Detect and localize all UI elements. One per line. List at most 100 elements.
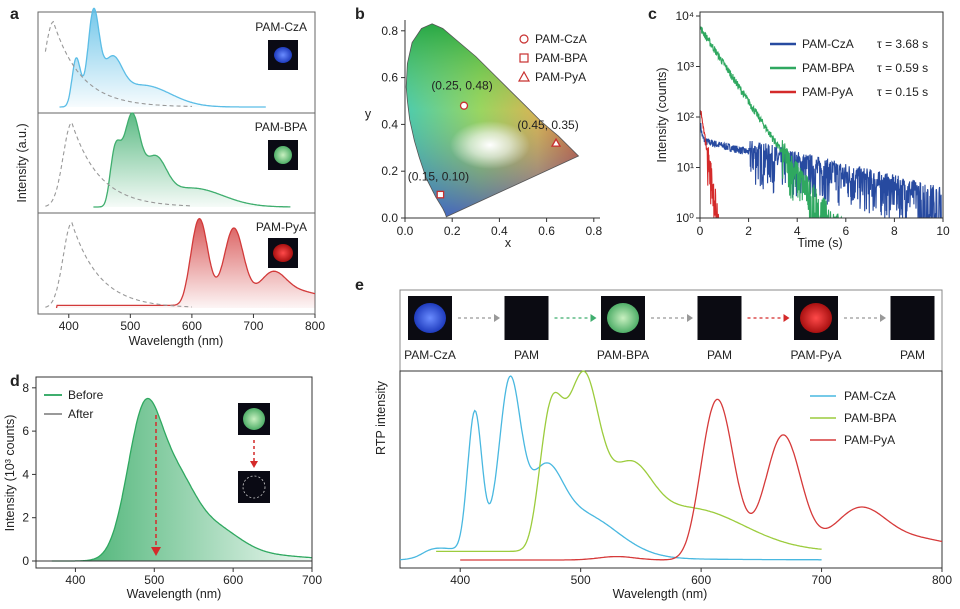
panel-b-point-label: (0.25, 0.48) [431,79,492,93]
panel-label-e: e [355,277,364,294]
panel-c-legend-name: PAM-CzA [802,37,854,51]
panel-d-frame [35,376,313,569]
panel-c-xlabel: Time (s) [797,236,842,250]
panel-d-ytick-label: 4 [22,467,29,481]
panel-c-legend-tau: τ = 3.68 s [877,37,928,51]
panel-e-strip-label-2: PAM-BPA [597,348,649,362]
panel-e: PAM-CzA PAM PAM-BPA PAM PAM-PyA PAM 400 500 600… [374,289,952,601]
panel-c-xtick-label: 6 [842,224,849,238]
panel-b-ytick-label: 0.6 [381,71,398,85]
panel-d-xtick-label: 600 [223,573,243,587]
panel-d-ylabel: Intensity (10³ counts) [3,415,17,532]
panel-c-ytick-label: 10⁴ [675,9,694,23]
panel-a-excitation-2 [45,221,192,308]
panel-b-ytick-label: 0.4 [381,117,398,131]
panel-c-series-2 [700,110,725,218]
panel-c-legend-name: PAM-PyA [802,85,853,99]
panel-d-xtick-label: 700 [302,573,322,587]
panel-b-legend-marker-czA [519,34,529,44]
panel-b-ytick-label: 0.2 [381,164,398,178]
panel-c-legend-tau: τ = 0.59 s [877,61,928,75]
panel-e-xtick-label: 500 [571,573,591,587]
panel-a-photo-czA-glow [274,47,292,63]
panel-e-xtick-label: 800 [932,573,952,587]
panel-d: 400 500 600 700 0 2 4 6 8 Before After Wavelengt… [3,376,322,601]
panel-a-xtick-label: 400 [59,319,79,333]
panel-a-xtick-label: 500 [120,319,140,333]
panel-a-area-2 [56,218,315,308]
panel-b-xtick-label: 0.8 [585,224,602,238]
panel-a-area-1 [93,113,291,207]
panel-c-ylabel: Intensity (counts) [655,67,669,162]
panel-d-ytick-label: 8 [22,381,29,395]
panel-c-frame [699,11,944,219]
panel-e-xlabel: Wavelength (nm) [613,587,708,601]
panel-e-strip-label-0: PAM-CzA [404,348,456,362]
panel-e-strip-label-5: PAM [900,348,925,362]
panel-a-excitation-0 [44,20,192,107]
panel-c-xtick-label: 0 [697,224,704,238]
panel-e-xtick-label: 600 [691,573,711,587]
panel-e-strip-label-4: PAM-PyA [790,348,841,362]
panel-label-c: c [648,6,657,23]
panel-b-point-label: (0.45, 0.35) [517,118,578,132]
panel-e-legend-label: PAM-PyA [844,433,895,447]
panel-c-ytick-label: 10⁰ [676,211,694,225]
panel-e-ylabel: RTP intensity [374,380,388,455]
panel-d-legend-before: Before [68,388,104,402]
panel-a-area-0 [59,8,266,107]
panel-e-xtick-label: 400 [450,573,470,587]
panel-a-photo-bpa-glow [274,146,292,164]
panel-d-xtick-label: 400 [65,573,85,587]
panel-a-frame [37,11,316,315]
panel-e-strip-photo-1 [504,296,549,340]
panel-c: 0 2 4 6 8 10 10⁰ 10¹ 10² 10³ 10⁴ PAM-CzA τ = 3.68 s… [655,9,950,250]
panel-a-emission-0 [59,7,266,108]
panel-e-strip-glow-2 [607,303,639,333]
panel-a: PAM-CzA PAM-BPA PAM-PyA 400 500 600 700 800 … [15,7,325,348]
panel-b-ylabel: y [365,107,372,121]
panel-e-xtick-label: 700 [812,573,832,587]
panel-c-series-0 [700,122,943,218]
panel-e-strip-frame [399,289,943,372]
panel-b-point-czA [459,101,469,110]
panel-e-series-1 [436,370,822,553]
panel-a-ylabel: Intensity (a.u.) [15,123,29,202]
panel-b-legend-marker-bpa [519,53,529,63]
panel-d-ytick-label: 6 [22,424,29,438]
panel-b-legend-marker-pya [517,70,531,82]
panel-a-xtick-label: 600 [182,319,202,333]
panel-b-xlabel: x [505,236,512,250]
panel-label-b: b [355,6,365,23]
panel-a-label-bpa: PAM-BPA [255,120,307,134]
panel-b-ytick-label: 0.0 [381,211,398,225]
panel-e-strip-photo-3 [697,296,742,340]
panel-e-legend-label: PAM-BPA [844,411,896,425]
panel-c-ytick-label: 10¹ [677,161,694,175]
panel-d-xtick-label: 500 [144,573,164,587]
panel-b-legend-label: PAM-CzA [535,32,587,46]
panel-d-ytick-label: 2 [22,511,29,525]
panel-b: 0.00.0 0.2 0.2 0.4 0.4 0.6 0.6 0.8 0.8 (0.25, 0.… [365,20,602,250]
panel-c-legend-name: PAM-BPA [802,61,854,75]
panel-b-xtick-label: 0.6 [538,224,555,238]
panel-b-point-label: (0.15, 0.10) [408,170,469,184]
panel-b-legend-label: PAM-BPA [535,51,587,65]
panel-e-strip-photo-5 [890,296,935,340]
panel-c-series-1 [700,26,895,218]
panel-a-xlabel: Wavelength (nm) [129,334,224,348]
panel-e-strip-glow-0 [414,303,446,333]
panel-b-xtick-label: 0.4 [491,224,508,238]
panel-e-strip-arrowhead-2 [687,314,693,322]
panel-b-xtick-label: 0.0 [397,224,414,238]
panel-e-strip-arrowhead-4 [880,314,886,322]
panel-d-photo-after-outline [242,475,266,499]
panel-a-excitation-1 [45,122,192,207]
panel-d-ytick-label: 0 [22,554,29,568]
panel-a-label-czA: PAM-CzA [255,20,307,34]
panel-a-emission-2 [55,217,316,309]
panel-c-xtick-label: 4 [794,224,801,238]
panel-d-photo-arrow-head [250,461,258,468]
panel-label-a: a [10,6,19,23]
